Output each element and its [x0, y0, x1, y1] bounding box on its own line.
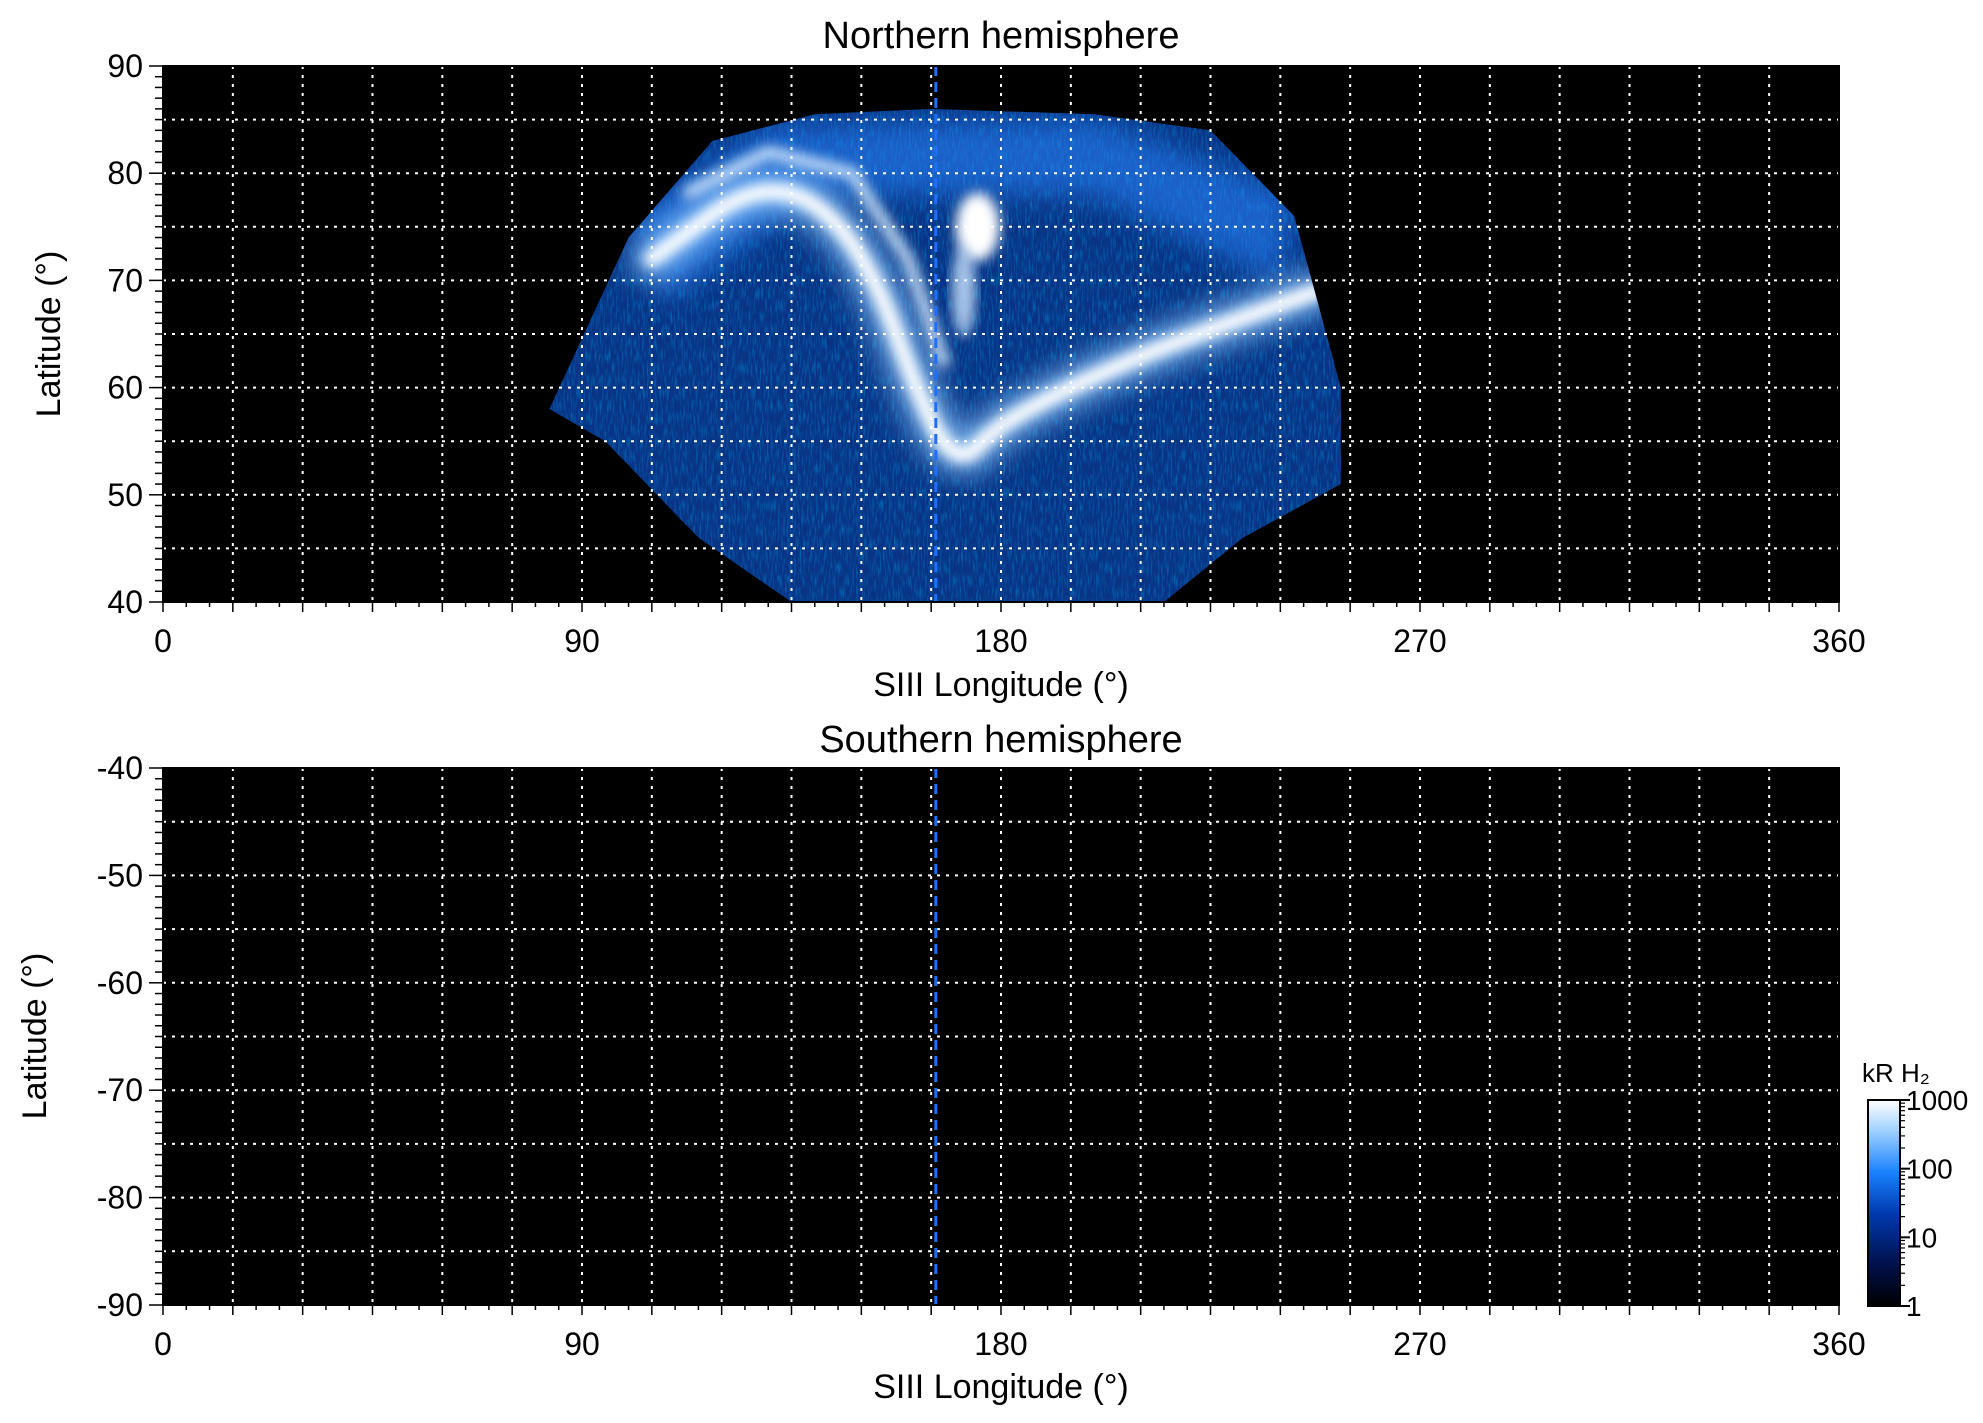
polar-filament — [951, 245, 976, 338]
colorbar-tick-label: 1000 — [1906, 1085, 1968, 1116]
y-tick-label: 90 — [107, 48, 143, 84]
y-tick-label: -60 — [97, 965, 143, 1001]
y-tick-label: 40 — [107, 584, 143, 620]
polar-brightening — [628, 119, 1295, 302]
south-axes: -90 -80 -70 -60 -50 -40 0 90 180 270 360 — [97, 750, 1866, 1362]
y-tick-label: -80 — [97, 1180, 143, 1216]
y-tick-label: 80 — [107, 155, 143, 191]
north-auroral-emission — [549, 108, 1341, 602]
colorbar-tick-label: 100 — [1906, 1154, 1953, 1185]
y-tick-label: 50 — [107, 477, 143, 513]
colorbar-ticks: 1 10 100 1000 — [1900, 1085, 1968, 1322]
northern-hemisphere-panel: Northern hemisphere 40 50 60 70 80 90 0 90 180 27… — [30, 15, 1866, 704]
x-tick-label: 0 — [154, 623, 172, 659]
y-tick-label: -50 — [97, 857, 143, 893]
south-title: Southern hemisphere — [819, 719, 1182, 761]
y-tick-label: -70 — [97, 1072, 143, 1108]
inner-arc — [681, 145, 951, 369]
north-y-axis-label: Latitude (°) — [30, 251, 68, 418]
x-tick-label: 360 — [1812, 623, 1865, 659]
x-tick-label: 90 — [564, 1326, 600, 1362]
south-grid — [163, 768, 1839, 1305]
colorbar-tick-label: 1 — [1906, 1291, 1922, 1322]
y-tick-label: -90 — [97, 1287, 143, 1323]
colorbar-title: kR H₂ — [1862, 1058, 1930, 1088]
polar-bright-spot — [955, 192, 1000, 261]
main-auroral-oval — [643, 183, 1326, 463]
north-axes: 40 50 60 70 80 90 0 90 180 270 360 — [107, 48, 1865, 659]
x-tick-label: 270 — [1393, 623, 1446, 659]
north-title: Northern hemisphere — [823, 15, 1180, 57]
y-tick-label: -40 — [97, 750, 143, 786]
southern-hemisphere-panel: Southern hemisphere -90 -80 -70 -60 -50 -40 0 9… — [16, 719, 1866, 1406]
x-tick-label: 360 — [1812, 1326, 1865, 1362]
x-tick-label: 0 — [154, 1326, 172, 1362]
y-tick-label: 70 — [107, 262, 143, 298]
colorbar-tick-label: 10 — [1906, 1222, 1937, 1253]
y-tick-label: 60 — [107, 370, 143, 406]
colorbar-gradient — [1867, 1099, 1901, 1307]
x-tick-label: 270 — [1393, 1326, 1446, 1362]
south-y-axis-label: Latitude (°) — [16, 953, 54, 1120]
north-grid — [163, 66, 1839, 602]
north-x-axis-label: SIII Longitude (°) — [873, 666, 1129, 704]
x-tick-label: 180 — [974, 623, 1027, 659]
x-tick-label: 90 — [564, 623, 600, 659]
colorbar: kR H₂ 1 10 100 1000 — [1862, 1058, 1968, 1322]
x-tick-label: 180 — [974, 1326, 1027, 1362]
south-x-axis-label: SIII Longitude (°) — [873, 1368, 1129, 1406]
